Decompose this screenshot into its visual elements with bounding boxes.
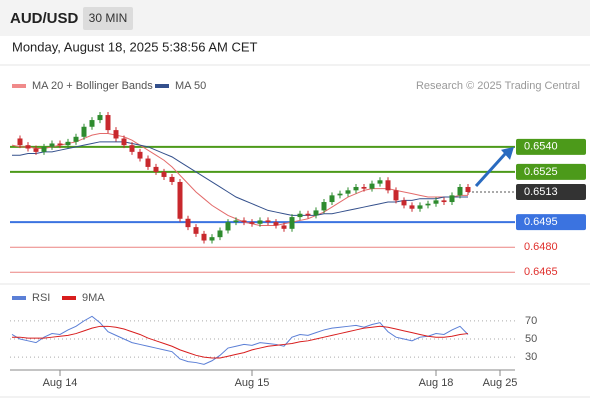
- level-box: [516, 214, 586, 231]
- candle: [17, 138, 23, 146]
- level-box: [516, 163, 586, 180]
- candle: [49, 143, 55, 147]
- candle: [433, 200, 439, 204]
- arrow-head: [501, 146, 514, 160]
- candle: [393, 190, 399, 201]
- candle: [465, 186, 471, 192]
- candle: [409, 205, 415, 209]
- legend-label: MA 50: [175, 80, 206, 92]
- legend-label: RSI: [32, 292, 50, 304]
- candle: [377, 180, 383, 184]
- candle: [265, 220, 271, 223]
- candle: [177, 181, 183, 219]
- rsi-line: [11, 315, 469, 365]
- rsi-line: [12, 325, 469, 359]
- candle: [161, 171, 167, 177]
- timestamp: Monday, August 18, 2025 5:38:56 AM CET: [12, 39, 258, 54]
- candle: [321, 202, 327, 211]
- candle: [169, 176, 175, 182]
- candle: [145, 158, 151, 167]
- candle: [193, 227, 199, 234]
- candle: [305, 213, 311, 216]
- candle: [201, 233, 207, 241]
- x-tick-label: Aug 15: [235, 377, 270, 389]
- legend-swatch: [12, 84, 26, 88]
- candle: [225, 222, 231, 231]
- candle: [313, 210, 319, 216]
- level-label: 0.6540: [524, 141, 558, 153]
- candle: [89, 120, 95, 127]
- forecast-arrow: [474, 151, 508, 188]
- y-tick-label: 50: [525, 333, 537, 345]
- candle: [297, 213, 303, 218]
- candle: [249, 222, 255, 224]
- candle: [97, 115, 103, 121]
- candle: [337, 193, 343, 196]
- candle: [129, 145, 135, 152]
- level-box: [516, 138, 586, 155]
- candle: [73, 136, 79, 142]
- candle: [289, 217, 295, 229]
- price-box: [516, 184, 586, 200]
- candle: [449, 195, 455, 203]
- candle: [457, 186, 463, 196]
- candle: [329, 195, 335, 203]
- candle: [33, 148, 39, 152]
- y-tick-label: 30: [525, 351, 537, 363]
- level-label: 0.6495: [524, 216, 558, 228]
- candle: [353, 186, 359, 191]
- candle: [41, 146, 47, 152]
- level-label: 0.6525: [524, 166, 558, 178]
- candle: [65, 141, 71, 146]
- candle: [105, 115, 111, 131]
- candle: [361, 186, 367, 189]
- x-tick-label: Aug 14: [43, 377, 78, 389]
- x-tick-label: Aug 25: [483, 377, 518, 389]
- price-label: 0.6513: [524, 186, 558, 198]
- candle: [121, 138, 127, 146]
- candle: [441, 200, 447, 203]
- candle: [273, 222, 279, 226]
- interval-box[interactable]: [83, 7, 133, 30]
- candle: [425, 203, 431, 206]
- candle: [417, 205, 423, 209]
- x-tick-label: Aug 18: [419, 377, 454, 389]
- candle: [81, 126, 87, 137]
- candle: [369, 183, 375, 189]
- candle: [257, 220, 263, 224]
- candle: [113, 130, 119, 139]
- candle: [241, 220, 247, 223]
- symbol: AUD/USD: [10, 10, 79, 27]
- legend-swatch: [12, 296, 26, 300]
- level-label: 0.6480: [524, 241, 558, 253]
- candle: [137, 151, 143, 159]
- candle: [401, 200, 407, 206]
- candle: [209, 237, 215, 241]
- moving-average: [12, 141, 468, 216]
- candle: [345, 190, 351, 194]
- candle: [385, 180, 391, 191]
- interval[interactable]: 30 MIN: [89, 11, 128, 25]
- candle: [281, 225, 287, 229]
- legend-swatch: [62, 296, 76, 300]
- candle: [217, 230, 223, 238]
- candle: [57, 143, 63, 146]
- legend-swatch: [155, 84, 169, 88]
- moving-average: [11, 132, 468, 226]
- legend-label: 9MA: [82, 292, 105, 304]
- level-label: 0.6465: [524, 266, 558, 278]
- candle: [233, 220, 239, 223]
- credit: Research © 2025 Trading Central: [416, 80, 580, 92]
- candle: [153, 166, 159, 172]
- candle: [25, 145, 31, 149]
- y-tick-label: 70: [525, 315, 537, 327]
- candle: [185, 218, 191, 228]
- legend-label: MA 20 + Bollinger Bands: [32, 80, 153, 92]
